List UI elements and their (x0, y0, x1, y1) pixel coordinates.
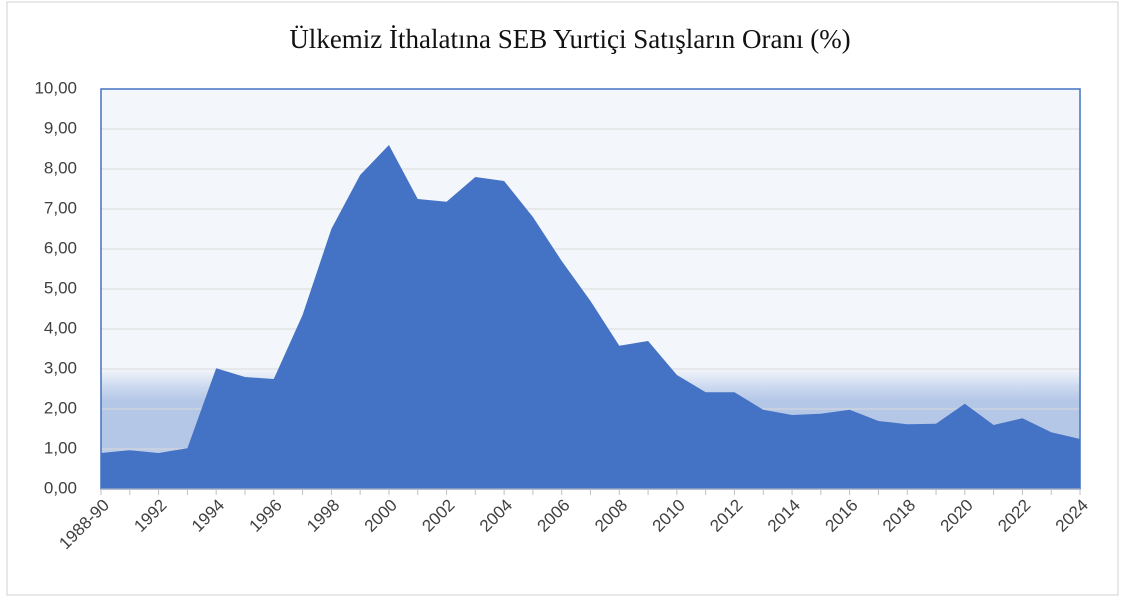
y-tick-label: 9,00 (44, 118, 77, 137)
y-tick-label: 0,00 (44, 478, 77, 497)
y-tick-label: 5,00 (44, 278, 77, 297)
y-tick-label: 1,00 (44, 438, 77, 457)
y-tick-label: 4,00 (44, 318, 77, 337)
area (101, 145, 1080, 489)
y-tick-label: 10,00 (34, 78, 77, 97)
y-tick-label: 8,00 (44, 158, 77, 177)
y-tick-label: 3,00 (44, 358, 77, 377)
y-tick-label: 6,00 (44, 238, 77, 257)
y-tick-label: 7,00 (44, 198, 77, 217)
y-tick-label: 2,00 (44, 398, 77, 417)
chart-title: Ülkemiz İthalatına SEB Yurtiçi Satışları… (289, 24, 850, 54)
